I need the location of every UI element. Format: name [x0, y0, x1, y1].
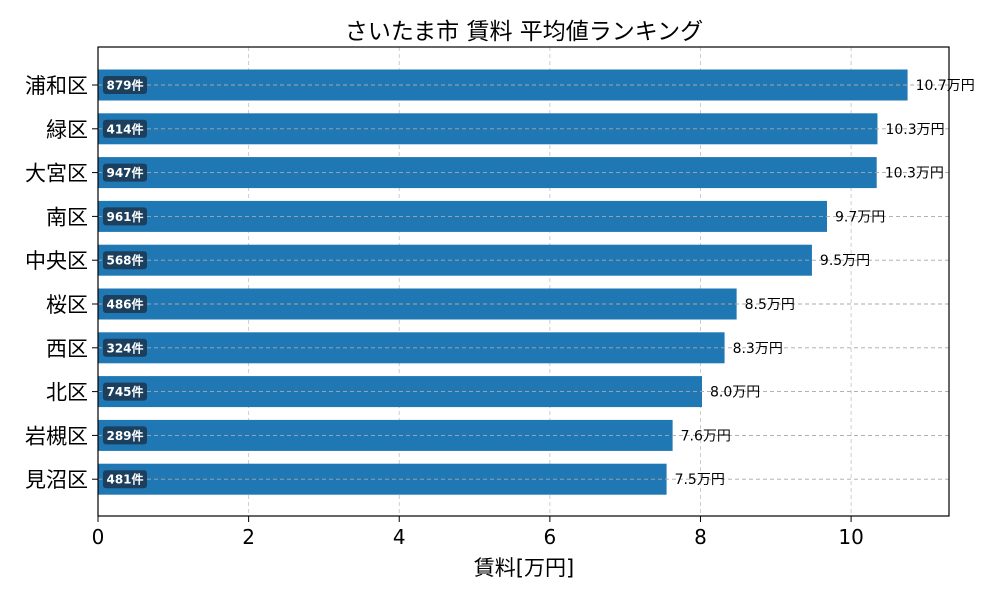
count-badge: [103, 163, 147, 182]
value-label: 7.5万円: [675, 472, 725, 488]
x-tick-label: 2: [242, 525, 255, 549]
bars: 879件 10.7万円 414件 10.3万円 947件 10.3万円 961件 9.7万円 5…: [98, 69, 975, 495]
count-badge: [103, 338, 147, 357]
value-label: 8.3万円: [733, 341, 783, 357]
count-badge: [103, 295, 147, 313]
count-label: 568件: [106, 253, 143, 268]
x-axis: 0 2 4 6 8 10: [92, 516, 864, 549]
count-label: 745件: [106, 384, 143, 399]
x-tick-label: 8: [694, 525, 707, 549]
count-label: 486件: [106, 297, 143, 312]
value-label: 10.3万円: [885, 166, 944, 182]
y-tick-label: 中央区: [25, 249, 88, 273]
y-tick-label: 浦和区: [25, 74, 88, 98]
y-tick-label: 緑区: [46, 118, 88, 142]
value-label: 8.5万円: [745, 297, 795, 313]
x-axis-label: 賃料[万円]: [474, 556, 574, 580]
value-label: 8.0万円: [710, 385, 760, 401]
chart-title: さいたま市 賃料 平均値ランキング: [345, 19, 703, 45]
x-tick-label: 6: [543, 525, 556, 549]
x-tick-label: 10: [838, 525, 863, 549]
value-label: 9.5万円: [820, 253, 870, 269]
y-tick-label: 北区: [46, 381, 88, 405]
bar: [98, 113, 878, 145]
y-tick-label: 見沼区: [25, 468, 88, 492]
y-tick-label: 西区: [46, 337, 88, 361]
value-label: 10.3万円: [885, 122, 944, 138]
count-badge: [103, 470, 147, 489]
count-label: 289件: [106, 428, 143, 443]
count-label: 481件: [106, 472, 143, 487]
value-label: 10.7万円: [916, 78, 975, 94]
x-tick-label: 0: [92, 525, 105, 549]
count-badge: [103, 426, 147, 445]
count-label: 947件: [106, 165, 143, 180]
count-badge: [103, 119, 147, 138]
count-label: 414件: [106, 121, 143, 136]
bar: [98, 244, 812, 276]
y-tick-label: 南区: [46, 205, 88, 229]
count-badge: [103, 251, 147, 270]
count-badge: [103, 382, 147, 401]
x-tick-label: 4: [393, 525, 406, 549]
value-label: 7.6万円: [681, 428, 731, 444]
plot-frame: [97, 46, 950, 517]
count-label: 961件: [106, 209, 143, 224]
count-badge: [103, 76, 147, 94]
count-badge: [103, 207, 147, 226]
count-label: 879件: [106, 78, 143, 93]
y-tick-label: 岩槻区: [25, 424, 88, 448]
bar: [98, 332, 725, 364]
count-label: 324件: [106, 340, 143, 355]
y-tick-label: 大宮区: [25, 162, 88, 186]
value-label: 9.7万円: [835, 209, 885, 225]
y-tick-label: 桜区: [46, 293, 88, 317]
